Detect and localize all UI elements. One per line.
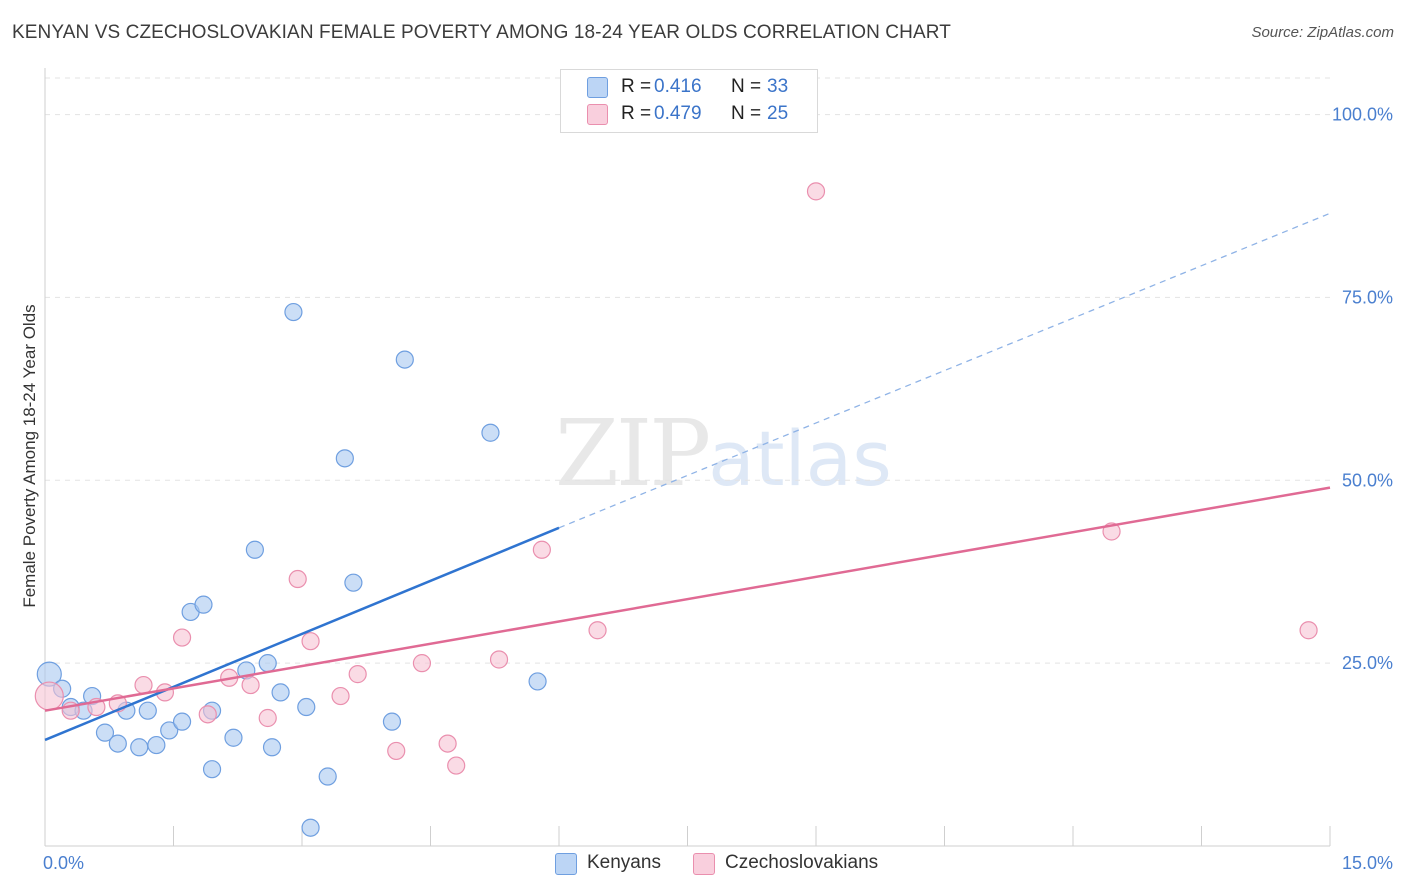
legend-r-label: R =: [621, 103, 652, 124]
bottom-legend-label-czechoslovakians: Czechoslovakians: [725, 852, 879, 873]
trendline-kenyans: [44, 526, 560, 742]
point-czechoslovakians: [172, 628, 192, 647]
point-kenyans: [284, 302, 303, 322]
bottom-legend-swatch-czechoslovakians: [693, 853, 715, 875]
x-tick-label-max: 15.0%: [1342, 853, 1393, 873]
point-kenyans: [318, 767, 337, 786]
stats-legend: R = 0.416 N = 33 R = 0.479 N = 25: [560, 69, 818, 133]
point-kenyans: [194, 595, 213, 614]
point-kenyans: [108, 734, 127, 753]
legend-n-value: 33: [767, 76, 789, 97]
point-kenyans: [395, 350, 414, 369]
chart-source: Source: ZipAtlas.com: [1251, 24, 1394, 41]
point-kenyans: [528, 672, 547, 691]
point-czechoslovakians: [198, 705, 217, 724]
legend-n-value: 25: [767, 103, 789, 124]
point-czechoslovakians: [447, 756, 466, 775]
y-tick-label: 25.0%: [1342, 653, 1393, 673]
legend-n-label: N =: [731, 103, 762, 124]
legend-r-value: 0.479: [654, 103, 702, 124]
point-czechoslovakians: [241, 675, 260, 695]
bottom-legend-swatch-kenyans: [555, 853, 577, 875]
legend-n-label: N =: [731, 76, 762, 97]
watermark: ZIPatlas: [555, 400, 892, 507]
legend-r-value: 0.416: [654, 76, 702, 97]
point-czechoslovakians: [348, 665, 367, 684]
point-kenyans: [160, 721, 179, 740]
point-czechoslovakians: [806, 182, 826, 201]
point-kenyans: [271, 683, 290, 702]
watermark-zip: ZIP: [555, 400, 711, 507]
point-kenyans: [130, 738, 149, 757]
point-kenyans: [224, 728, 243, 747]
point-czechoslovakians: [331, 686, 350, 706]
y-tick-label: 50.0%: [1342, 470, 1393, 490]
point-czechoslovakians: [134, 675, 153, 695]
point-kenyans: [258, 654, 277, 673]
point-kenyans: [95, 723, 115, 742]
legend-swatch-czechoslovakians: [587, 104, 608, 125]
point-czechoslovakians: [532, 540, 551, 559]
point-czechoslovakians: [412, 654, 432, 673]
point-czechoslovakians: [387, 741, 406, 761]
point-kenyans: [245, 540, 264, 559]
x-tick-label-min: 0.0%: [43, 853, 84, 873]
point-kenyans: [202, 760, 222, 779]
point-czechoslovakians: [301, 632, 320, 651]
point-kenyans: [138, 701, 157, 720]
point-kenyans: [297, 697, 316, 717]
point-czechoslovakians: [288, 569, 307, 589]
point-kenyans: [262, 738, 282, 757]
chart-title: KENYAN VS CZECHOSLOVAKIAN FEMALE POVERTY…: [12, 22, 951, 43]
bottom-legend-label-kenyans: Kenyans: [587, 852, 661, 873]
point-kenyans: [382, 712, 402, 731]
watermark-atlas: atlas: [708, 414, 892, 503]
y-tick-label: 75.0%: [1342, 287, 1393, 307]
point-kenyans: [481, 423, 500, 442]
y-tick-label: 100.0%: [1332, 105, 1393, 125]
trendline-kenyans-extrapolated: [558, 212, 1331, 529]
point-kenyans: [147, 735, 166, 755]
point-kenyans: [172, 712, 192, 731]
trendline-czechoslovakians: [44, 486, 1331, 712]
legend-swatch-kenyans: [587, 77, 608, 98]
point-czechoslovakians: [489, 650, 509, 669]
y-axis-label: Female Poverty Among 18-24 Year Olds: [20, 304, 39, 608]
point-kenyans: [301, 818, 320, 837]
point-czechoslovakians: [438, 734, 457, 753]
point-czechoslovakians: [34, 681, 64, 711]
point-kenyans: [344, 573, 363, 592]
point-czechoslovakians: [588, 621, 607, 640]
point-czechoslovakians: [1299, 621, 1318, 640]
point-kenyans: [335, 449, 354, 468]
legend-r-label: R =: [621, 76, 652, 97]
point-czechoslovakians: [258, 708, 277, 728]
